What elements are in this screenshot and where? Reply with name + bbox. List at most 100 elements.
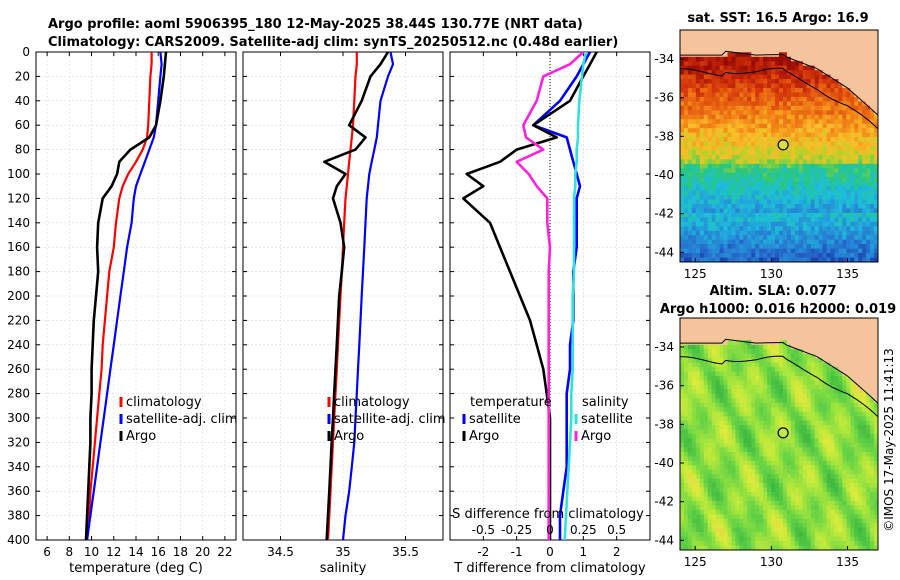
map-cell	[842, 30, 847, 35]
map-cell	[775, 34, 780, 40]
map-cell	[850, 465, 855, 471]
map-cell	[771, 407, 776, 413]
map-cell	[866, 123, 871, 129]
map-cell	[743, 65, 748, 71]
map-cell	[707, 358, 713, 364]
map-cell	[759, 141, 764, 147]
map-cell	[691, 318, 697, 323]
map-cell	[719, 492, 724, 497]
map-cell	[707, 253, 713, 258]
map-cell	[771, 416, 776, 422]
series-line-climatology	[84, 52, 153, 541]
map-cell	[779, 402, 784, 408]
map-cell	[834, 195, 839, 200]
map-cell	[731, 128, 736, 134]
map-cell	[842, 159, 847, 165]
map-cell	[794, 349, 800, 355]
map-x-tick-label: 125	[684, 267, 707, 281]
map-cell	[814, 248, 819, 254]
map-cell	[703, 496, 709, 502]
map-cell	[703, 168, 709, 174]
map-cell	[838, 335, 843, 341]
map-cell	[699, 344, 705, 350]
map-cell	[874, 83, 879, 89]
map-cell	[735, 380, 740, 386]
map-cell	[743, 331, 748, 337]
map-cell	[727, 235, 732, 241]
map-cell	[703, 318, 709, 323]
map-cell	[739, 101, 744, 107]
map-cell	[735, 96, 740, 102]
map-cell	[767, 79, 772, 84]
map-cell	[775, 119, 780, 125]
map-y-tick-label: -38	[654, 129, 674, 143]
map-cell	[810, 150, 816, 156]
map-cell	[814, 235, 819, 241]
map-cell	[703, 384, 709, 390]
map-cell	[775, 362, 780, 368]
map-cell	[735, 195, 740, 200]
map-cell	[794, 204, 800, 209]
map-cell	[743, 208, 748, 214]
map-cell	[822, 204, 827, 209]
map-cell	[818, 119, 823, 125]
map-cell	[830, 344, 835, 350]
map-cell	[802, 469, 808, 475]
map-cell	[775, 70, 780, 76]
map-cell	[838, 199, 843, 205]
map-cell	[775, 208, 780, 214]
map-cell	[775, 204, 780, 209]
map-cell	[806, 43, 812, 49]
map-cell	[794, 367, 800, 372]
map-cell	[834, 318, 839, 323]
map-cell	[842, 434, 847, 439]
map-cell	[680, 123, 685, 129]
map-cell	[826, 56, 831, 62]
map-cell	[743, 128, 748, 134]
map-cell	[687, 483, 693, 488]
map-cell	[759, 230, 764, 236]
map-cell	[842, 168, 847, 174]
map-cell	[719, 447, 724, 453]
map-cell	[858, 123, 863, 129]
map-cell	[790, 451, 796, 457]
map-cell	[719, 119, 724, 125]
map-cell	[782, 217, 788, 223]
map-cell	[743, 154, 748, 160]
map-cell	[802, 253, 808, 258]
x-tick-label: 8	[66, 545, 74, 559]
map-cell	[680, 487, 685, 493]
map-cell	[838, 70, 843, 76]
map-cell	[683, 181, 689, 187]
map-cell	[794, 34, 800, 40]
map-cell	[715, 253, 720, 258]
map-cell	[763, 199, 768, 205]
map-cell	[755, 384, 760, 390]
map-cell	[782, 376, 788, 381]
map-cell	[763, 460, 768, 466]
map-cell	[786, 380, 792, 386]
map-cell	[739, 181, 744, 187]
map-cell	[680, 199, 685, 205]
map-cell	[691, 389, 697, 395]
map-cell	[735, 429, 740, 435]
map-cell	[814, 221, 819, 227]
map-cell	[786, 244, 792, 250]
map-cell	[810, 105, 816, 111]
map-cell	[854, 101, 859, 107]
map-cell	[755, 371, 760, 377]
map-cell	[842, 92, 847, 98]
map-cell	[739, 344, 744, 350]
map-cell	[874, 154, 879, 160]
map-cell	[814, 70, 819, 76]
map-cell	[830, 83, 835, 89]
map-cell	[802, 114, 808, 120]
map-cell	[874, 208, 879, 214]
map-cell	[723, 393, 728, 399]
map-cell	[810, 344, 816, 350]
map-cell	[806, 110, 812, 116]
map-cell	[846, 181, 851, 187]
map-cell	[826, 119, 831, 125]
map-cell	[711, 362, 717, 368]
map-cell	[802, 425, 808, 430]
